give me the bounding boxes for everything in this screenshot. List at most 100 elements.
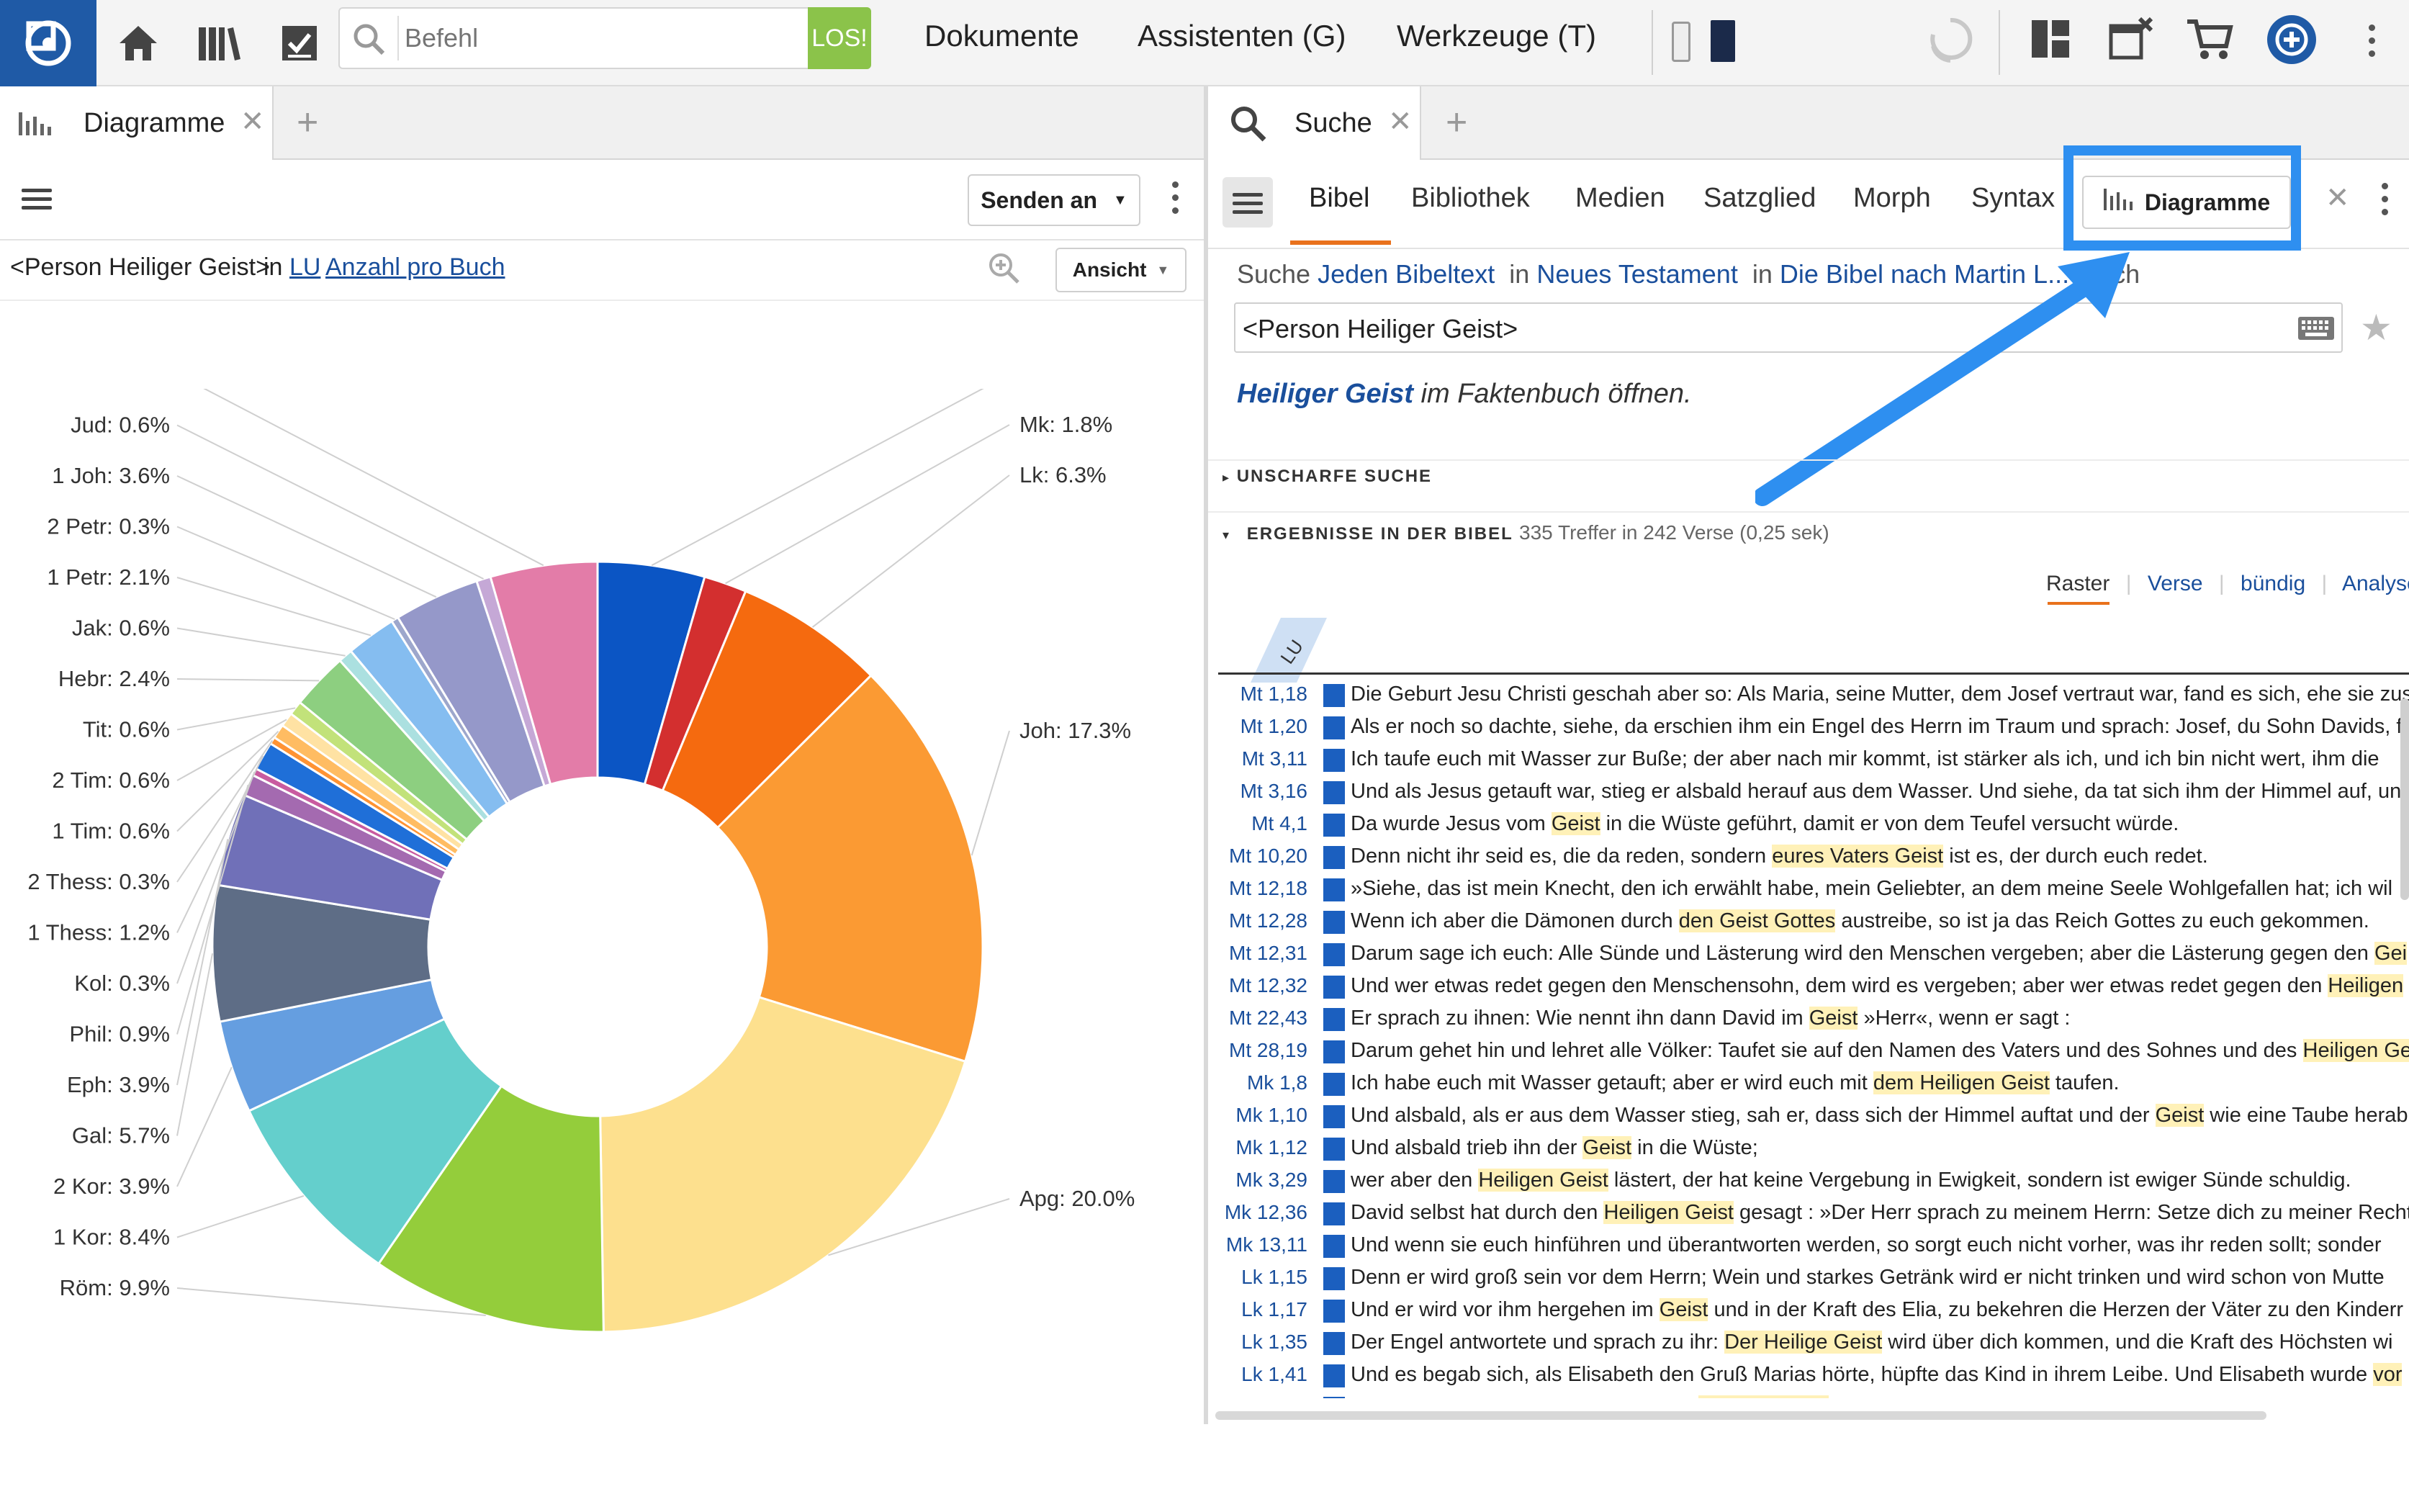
- close-tab-icon[interactable]: ✕: [1388, 105, 1413, 138]
- verse-reference-link[interactable]: Mt 12,31: [1208, 942, 1307, 965]
- subtab-satzglied[interactable]: Satzglied: [1703, 183, 1816, 214]
- verse-reference-link[interactable]: Mt 12,28: [1208, 909, 1307, 932]
- verse-reference-link[interactable]: Mt 10,20: [1208, 845, 1307, 868]
- go-button[interactable]: LOS!: [808, 7, 871, 69]
- more-options-icon[interactable]: [2369, 24, 2376, 63]
- verse-reference-link[interactable]: Mt 12,18: [1208, 877, 1307, 900]
- query-version-link[interactable]: LU: [289, 253, 320, 282]
- menu-documents[interactable]: Dokumente: [924, 19, 1079, 53]
- horizontal-scrollbar[interactable]: [1215, 1411, 2266, 1420]
- result-row[interactable]: Lk 1,67Und sein Vater Zacharias wurde vo…: [1208, 1391, 2409, 1398]
- zoom-icon[interactable]: [986, 251, 1022, 290]
- tab-suche[interactable]: Suche ✕: [1208, 86, 1421, 160]
- verse-reference-link[interactable]: Mt 22,43: [1208, 1007, 1307, 1030]
- verse-reference-link[interactable]: Mk 12,36: [1208, 1201, 1307, 1224]
- account-icon[interactable]: [2265, 13, 2318, 70]
- verse-reference-link[interactable]: Mt 1,18: [1208, 683, 1307, 706]
- result-row[interactable]: Mt 12,18»Siehe, das ist mein Knecht, den…: [1208, 873, 2409, 905]
- home-icon[interactable]: [112, 17, 164, 69]
- verse-reference-link[interactable]: Lk 1,15: [1208, 1266, 1307, 1289]
- panel-menu-icon[interactable]: [22, 189, 52, 210]
- subtab-medien[interactable]: Medien: [1575, 183, 1665, 214]
- close-tab-icon[interactable]: ✕: [240, 105, 265, 138]
- search-more-icon[interactable]: [2382, 183, 2389, 222]
- library-icon[interactable]: [193, 17, 245, 69]
- view-buendig[interactable]: bündig: [2241, 572, 2305, 595]
- keyboard-icon[interactable]: [2297, 314, 2336, 346]
- book-icon[interactable]: [1711, 20, 1735, 62]
- view-button[interactable]: Ansicht ▼: [1055, 248, 1187, 292]
- sync-icon[interactable]: [1927, 13, 1974, 71]
- cart-icon[interactable]: [2186, 17, 2233, 64]
- verse-reference-link[interactable]: Mt 3,11: [1208, 747, 1307, 770]
- verse-reference-link[interactable]: Lk 1,41: [1208, 1363, 1307, 1386]
- add-tab-icon[interactable]: +: [1446, 101, 1467, 144]
- results-header[interactable]: ▾ ERGEBNISSE IN DER BIBEL 335 Treffer in…: [1222, 521, 1829, 544]
- menu-assistants[interactable]: Assistenten (G): [1138, 19, 1346, 53]
- tab-diagramme[interactable]: Diagramme ✕: [0, 86, 274, 160]
- close-icon[interactable]: ✕: [2325, 181, 2350, 215]
- verse-reference-link[interactable]: Mk 3,29: [1208, 1169, 1307, 1192]
- verse-reference-link[interactable]: Mt 3,16: [1208, 780, 1307, 803]
- search-menu-button[interactable]: [1222, 177, 1273, 228]
- verse-reference-link[interactable]: Lk 1,35: [1208, 1331, 1307, 1354]
- add-tab-icon[interactable]: +: [297, 101, 318, 144]
- close-layout-icon[interactable]: [2108, 16, 2154, 66]
- verse-reference-link[interactable]: Mt 1,20: [1208, 715, 1307, 738]
- verse-reference-link[interactable]: Mt 12,32: [1208, 974, 1307, 997]
- factbook-link[interactable]: Heiliger Geist: [1237, 379, 1413, 409]
- verse-reference-link[interactable]: Mt 4,1: [1208, 812, 1307, 835]
- subtab-bibel[interactable]: Bibel: [1309, 183, 1370, 214]
- layout-icon[interactable]: [2029, 17, 2072, 64]
- vertical-scrollbar[interactable]: [2400, 698, 2409, 900]
- view-verse[interactable]: Verse: [2148, 572, 2203, 595]
- device-icon[interactable]: [1672, 22, 1690, 62]
- verse-reference-link[interactable]: Lk 1,67: [1208, 1395, 1307, 1398]
- menu-tools[interactable]: Werkzeuge (T): [1397, 19, 1596, 53]
- view-analyse[interactable]: Analyse: [2342, 572, 2409, 595]
- scope-link[interactable]: Jeden Bibeltext: [1318, 259, 1495, 289]
- pie-slice[interactable]: [600, 997, 965, 1332]
- star-icon[interactable]: ★: [2360, 307, 2392, 348]
- range-link[interactable]: Neues Testament: [1536, 259, 1738, 289]
- verse-reference-link[interactable]: Mk 1,12: [1208, 1136, 1307, 1159]
- panel-more-icon[interactable]: [1172, 181, 1179, 220]
- checklist-icon[interactable]: [274, 17, 325, 69]
- command-input[interactable]: [403, 9, 778, 68]
- verse-reference-link[interactable]: Mk 13,11: [1208, 1233, 1307, 1256]
- send-to-button[interactable]: Senden an ▼: [968, 174, 1140, 226]
- leader-line: [972, 731, 1009, 855]
- verse-reference-link[interactable]: Lk 1,17: [1208, 1298, 1307, 1321]
- query-mode-link[interactable]: Anzahl pro Buch: [325, 253, 505, 282]
- subtab-syntax[interactable]: Syntax: [1971, 183, 2059, 214]
- logos-logo-icon[interactable]: [0, 0, 96, 86]
- subtab-morph[interactable]: Morph: [1853, 183, 1931, 214]
- view-raster[interactable]: Raster: [2046, 572, 2109, 595]
- verse-reference-link[interactable]: Mt 28,19: [1208, 1039, 1307, 1062]
- fuzzy-search-header[interactable]: ▸ UNSCHARFE SUCHE: [1222, 467, 1432, 487]
- verse-reference-link[interactable]: Mk 1,10: [1208, 1104, 1307, 1127]
- verse-reference-link[interactable]: Mk 1,8: [1208, 1071, 1307, 1094]
- subtab-bibliothek[interactable]: Bibliothek: [1411, 183, 1530, 214]
